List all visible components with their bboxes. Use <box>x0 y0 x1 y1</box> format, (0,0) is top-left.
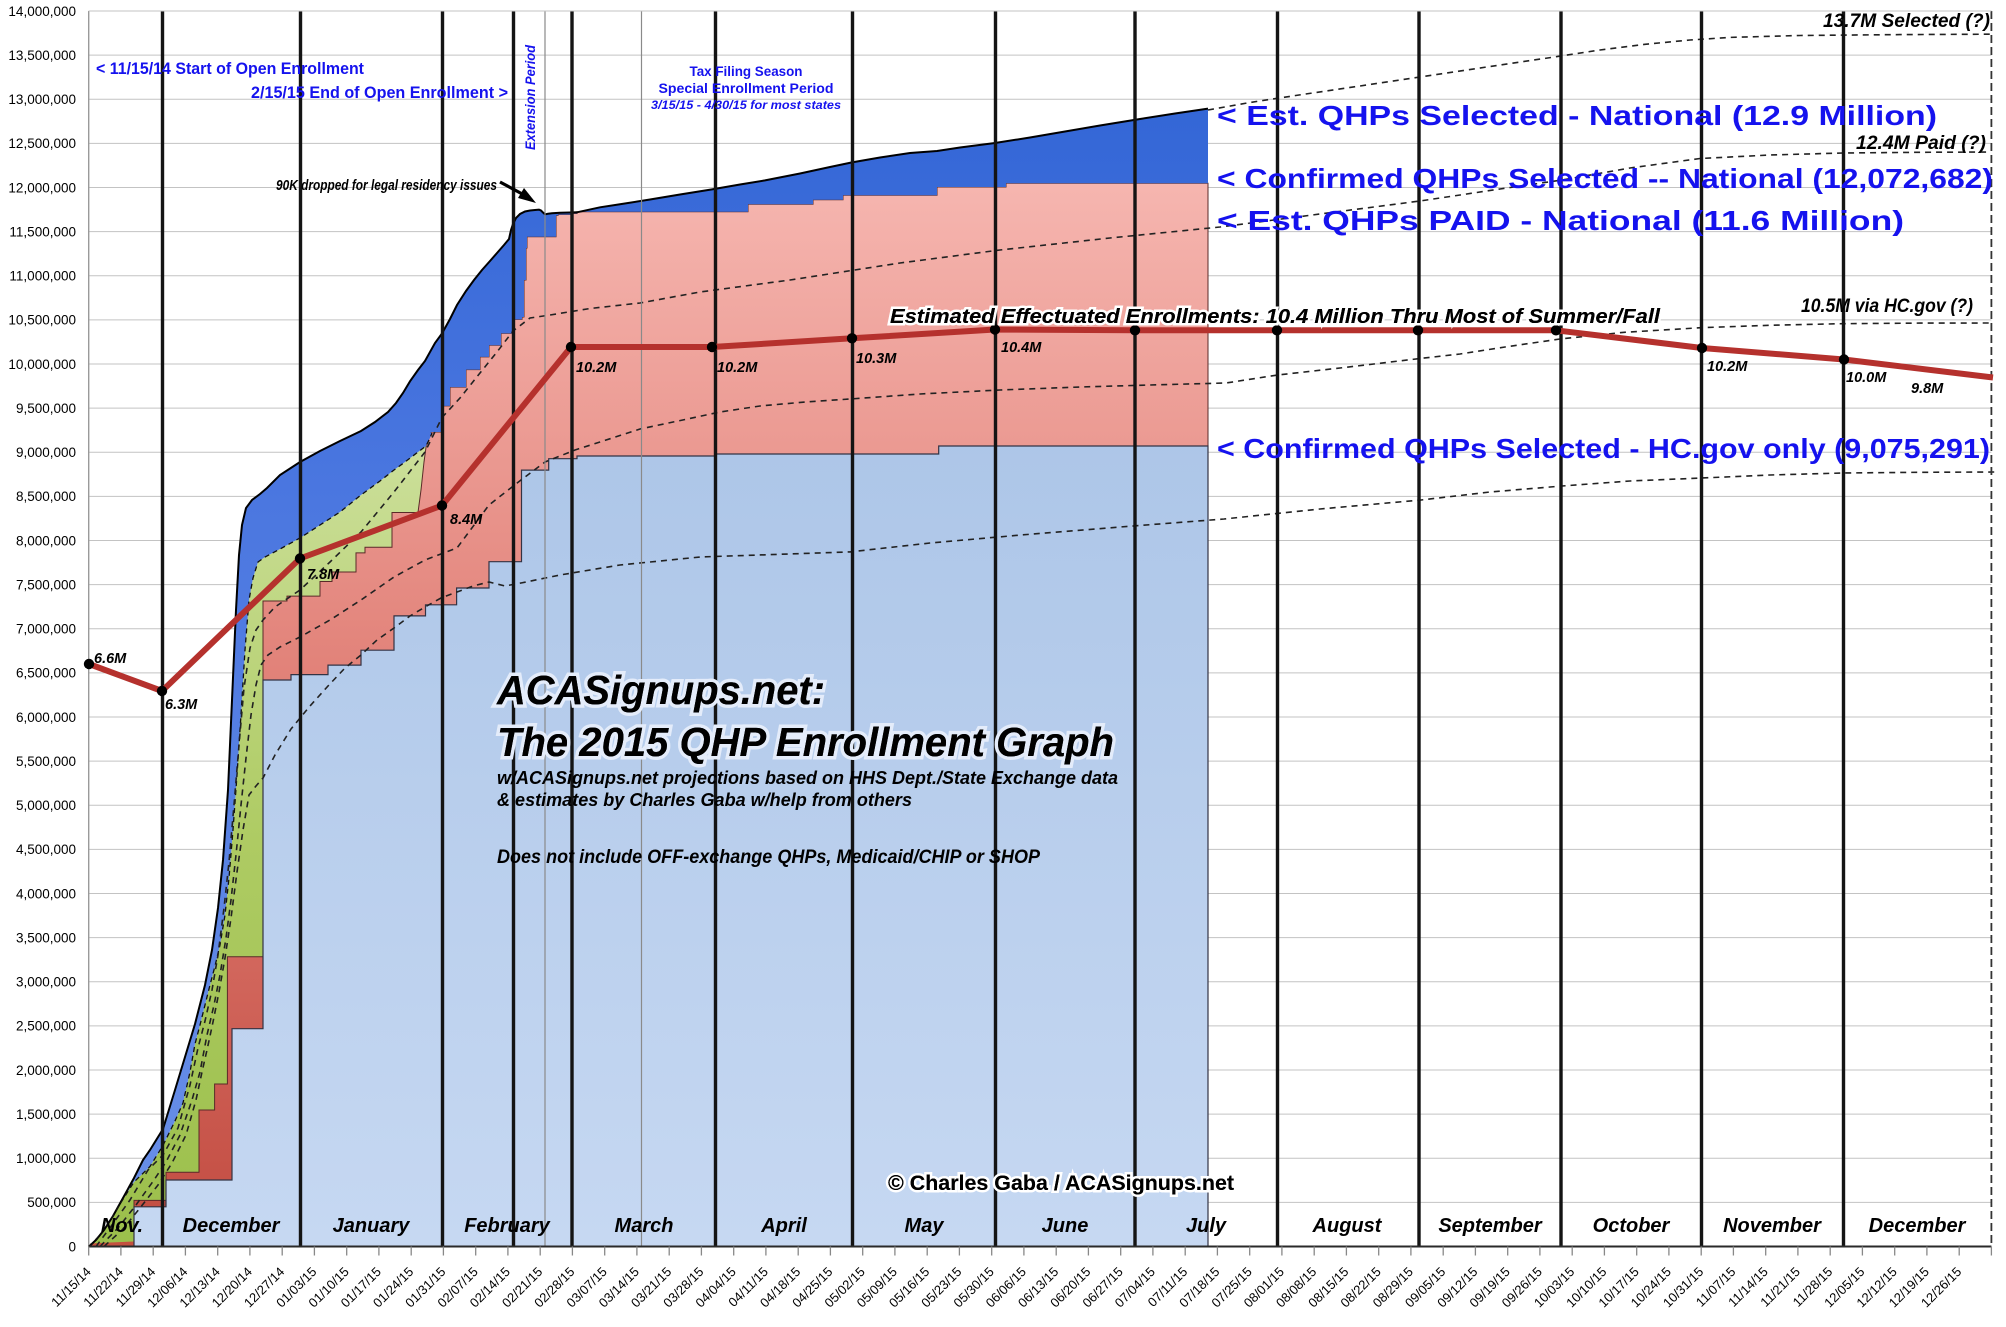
svg-text:4,000,000: 4,000,000 <box>16 886 76 901</box>
svg-text:The 2015 QHP Enrollment Graph: The 2015 QHP Enrollment Graph <box>497 719 1114 765</box>
svg-text:ACASignups.net:: ACASignups.net: <box>496 667 825 713</box>
svg-text:12,000,000: 12,000,000 <box>8 180 76 195</box>
svg-text:6.6M: 6.6M <box>94 651 127 667</box>
svg-text:Tax Filing Season: Tax Filing Season <box>690 64 803 79</box>
svg-text:December: December <box>183 1215 281 1237</box>
svg-text:8,000,000: 8,000,000 <box>16 533 76 548</box>
svg-text:10.0M: 10.0M <box>1846 370 1887 386</box>
svg-text:5,500,000: 5,500,000 <box>16 754 76 769</box>
svg-text:Nov.: Nov. <box>101 1215 143 1237</box>
svg-text:3,500,000: 3,500,000 <box>16 930 76 945</box>
svg-text:13,000,000: 13,000,000 <box>8 92 76 107</box>
svg-text:& estimates by Charles Gaba w/: & estimates by Charles Gaba w/help from … <box>497 789 912 810</box>
svg-text:7,000,000: 7,000,000 <box>16 622 76 637</box>
svg-text:9.8M: 9.8M <box>1911 381 1944 397</box>
svg-text:10.5M via HC.gov (?): 10.5M via HC.gov (?) <box>1801 295 1973 317</box>
svg-text:5,000,000: 5,000,000 <box>16 798 76 813</box>
svg-text:Estimated Effectuated Enrollme: Estimated Effectuated Enrollments: 10.4 … <box>890 305 1661 328</box>
svg-text:ACASignups.net:: ACASignups.net: <box>496 667 825 713</box>
svg-text:6,000,000: 6,000,000 <box>16 710 76 725</box>
svg-text:Special Enrollment Period: Special Enrollment Period <box>659 81 834 96</box>
svg-text:Does not include OFF-exchange: Does not include OFF-exchange QHPs, Medi… <box>497 847 1040 868</box>
svg-text:10.2M: 10.2M <box>1707 359 1748 375</box>
svg-text:September: September <box>1438 1215 1543 1237</box>
svg-text:2,000,000: 2,000,000 <box>16 1063 76 1078</box>
svg-text:< Confirmed QHPs Selected -- N: < Confirmed QHPs Selected -- National (1… <box>1217 163 1993 194</box>
svg-text:11,500,000: 11,500,000 <box>9 224 76 239</box>
svg-text:0: 0 <box>68 1239 76 1254</box>
svg-text:The 2015 QHP Enrollment Graph: The 2015 QHP Enrollment Graph <box>497 719 1114 765</box>
svg-text:Extension Period: Extension Period <box>523 44 538 150</box>
svg-text:June: June <box>1042 1215 1089 1237</box>
svg-text:3/15/15 - 4/30/15 for most sta: 3/15/15 - 4/30/15 for most states <box>651 98 841 112</box>
svg-text:8,500,000: 8,500,000 <box>16 489 76 504</box>
svg-text:13,500,000: 13,500,000 <box>8 48 76 63</box>
svg-text:© Charles Gaba / ACASignups.ne: © Charles Gaba / ACASignups.net <box>888 1172 1234 1195</box>
svg-text:6,500,000: 6,500,000 <box>16 666 76 681</box>
svg-text:7,500,000: 7,500,000 <box>16 577 76 592</box>
svg-text:9,000,000: 9,000,000 <box>16 445 76 460</box>
svg-text:2,500,000: 2,500,000 <box>16 1019 76 1034</box>
svg-text:October: October <box>1593 1215 1671 1237</box>
svg-text:4,500,000: 4,500,000 <box>16 842 76 857</box>
svg-text:May: May <box>905 1215 945 1237</box>
svg-text:10.2M: 10.2M <box>717 360 758 376</box>
svg-text:Estimated Effectuated Enrollme: Estimated Effectuated Enrollments: 10.4 … <box>890 305 1661 328</box>
svg-text:10.2M: 10.2M <box>576 360 617 376</box>
svg-text:August: August <box>1312 1215 1383 1237</box>
svg-text:January: January <box>333 1215 411 1237</box>
svg-text:10,000,000: 10,000,000 <box>8 357 76 372</box>
svg-text:1,500,000: 1,500,000 <box>16 1107 76 1122</box>
svg-text:< Est. QHPs Selected - Nationa: < Est. QHPs Selected - National (12.9 Mi… <box>1217 100 1937 131</box>
svg-text:2/15/15 End of Open Enrollment: 2/15/15 End of Open Enrollment > <box>251 83 508 102</box>
svg-text:© Charles Gaba / ACASignups.ne: © Charles Gaba / ACASignups.net <box>888 1172 1234 1195</box>
svg-text:April: April <box>760 1215 807 1237</box>
svg-text:February: February <box>464 1215 550 1237</box>
svg-text:500,000: 500,000 <box>27 1195 76 1210</box>
svg-text:14,000,000: 14,000,000 <box>8 4 76 19</box>
svg-text:12.4M Paid (?): 12.4M Paid (?) <box>1856 132 1986 154</box>
svg-text:10,500,000: 10,500,000 <box>8 313 76 328</box>
svg-text:9,500,000: 9,500,000 <box>16 401 76 416</box>
svg-text:< Est. QHPs PAID - National (1: < Est. QHPs PAID - National (11.6 Millio… <box>1217 205 1904 236</box>
svg-text:March: March <box>615 1215 674 1237</box>
svg-text:12,500,000: 12,500,000 <box>8 136 76 151</box>
svg-text:< 11/15/14 Start of Open Enrol: < 11/15/14 Start of Open Enrollment <box>96 59 364 78</box>
svg-text:8.4M: 8.4M <box>450 512 483 528</box>
svg-text:10.4M: 10.4M <box>1001 340 1042 356</box>
svg-text:< Confirmed QHPs Selected - HC: < Confirmed QHPs Selected - HC.gov only … <box>1217 433 1990 464</box>
svg-text:10.3M: 10.3M <box>856 351 897 367</box>
svg-text:July: July <box>1186 1215 1227 1237</box>
svg-text:December: December <box>1869 1215 1967 1237</box>
svg-text:3,000,000: 3,000,000 <box>16 975 76 990</box>
svg-text:13.7M Selected (?): 13.7M Selected (?) <box>1823 10 1990 32</box>
svg-text:November: November <box>1723 1215 1822 1237</box>
svg-text:11,000,000: 11,000,000 <box>9 269 76 284</box>
svg-text:w/ACASignups.net projections b: w/ACASignups.net projections based on HH… <box>497 767 1118 788</box>
svg-text:6.3M: 6.3M <box>165 697 198 713</box>
svg-text:1,000,000: 1,000,000 <box>16 1151 76 1166</box>
svg-text:90K dropped for legal residenc: 90K dropped for legal residency issues <box>276 178 497 194</box>
svg-text:7.8M: 7.8M <box>307 567 340 583</box>
